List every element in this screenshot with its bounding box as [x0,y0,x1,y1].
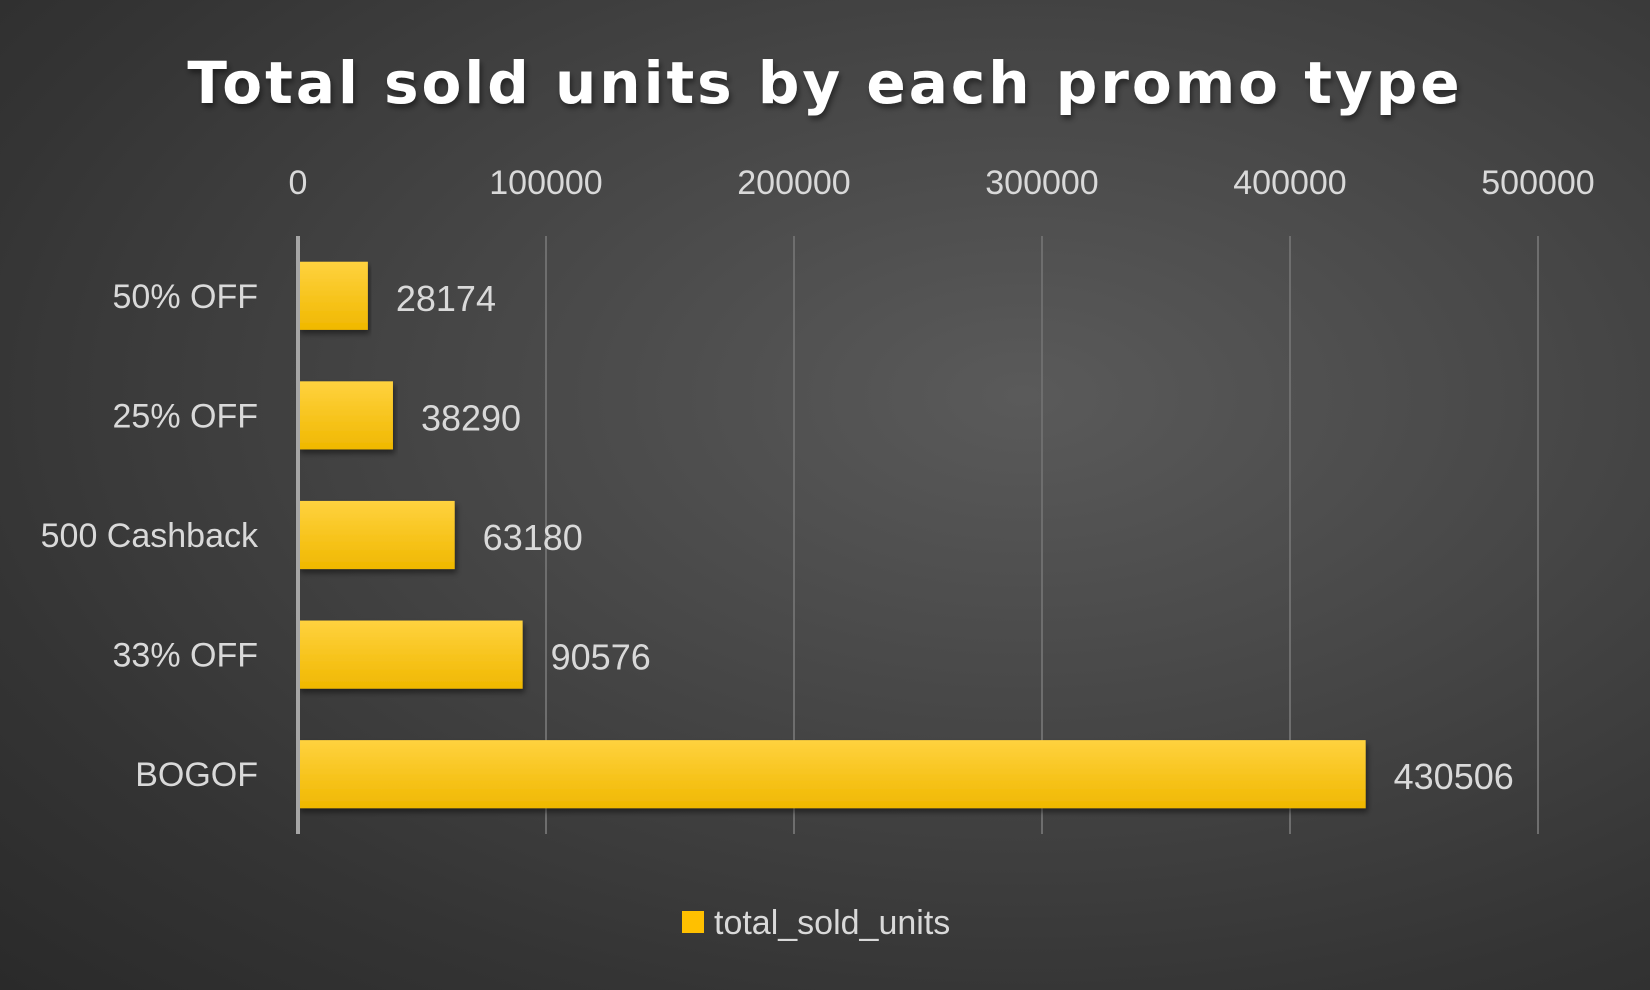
gridlines [545,236,1539,834]
data-label: 28174 [396,278,496,319]
legend-swatch [682,911,704,933]
category-label: BOGOF [135,756,258,794]
category-labels: 50% OFF 25% OFF 500 Cashback 33% OFF BOGOF [41,278,259,794]
data-labels: 28174 38290 63180 90576 430506 [396,278,1514,797]
data-label: 90576 [551,637,651,678]
bar [298,500,455,570]
bars [298,261,1366,809]
x-tick-label: 300000 [985,164,1098,202]
legend-label: total_sold_units [714,904,950,942]
x-tick-label: 200000 [737,164,850,202]
chart-title: Total sold units by each promo type [187,49,1462,117]
x-tick-label: 0 [289,164,308,202]
bar [298,261,368,330]
x-axis-ticks: 0 100000 200000 300000 400000 500000 [289,164,1595,202]
x-tick-label: 400000 [1233,164,1346,202]
legend: total_sold_units [682,904,950,942]
bar [298,740,1366,809]
data-label: 63180 [483,517,583,558]
data-label: 38290 [421,397,521,438]
data-label: 430506 [1394,756,1514,797]
x-tick-label: 500000 [1481,164,1594,202]
bar [298,381,393,450]
category-label: 33% OFF [113,637,258,675]
x-tick-label: 100000 [489,164,602,202]
bar [298,620,523,689]
category-label: 25% OFF [113,397,258,435]
category-label: 50% OFF [113,278,258,316]
category-label: 500 Cashback [41,517,259,555]
